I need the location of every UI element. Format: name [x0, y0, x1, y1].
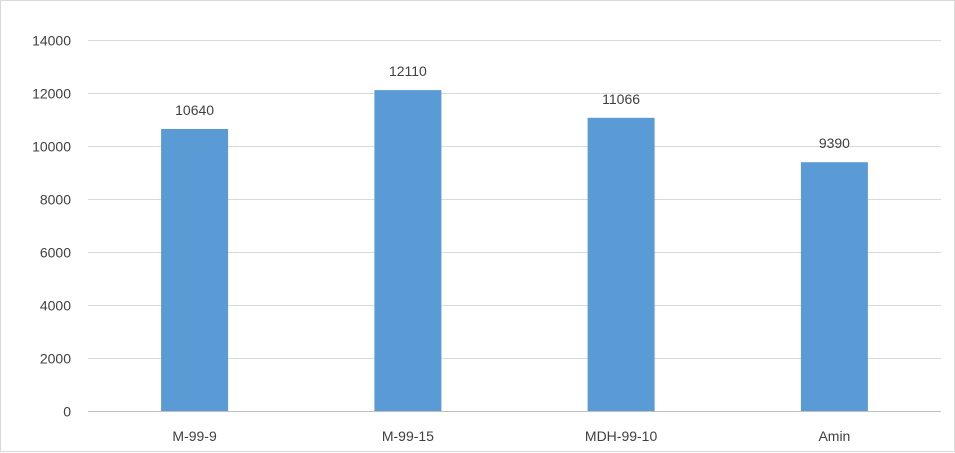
category-label: Amin — [818, 428, 850, 444]
gridlines — [88, 40, 941, 359]
y-tick-label: 2000 — [40, 351, 71, 367]
data-label: 12110 — [389, 63, 427, 79]
bar — [374, 90, 442, 411]
category-labels: M-99-9 M-99-15 MDH-99-10 Amin — [172, 428, 850, 444]
bar — [587, 117, 655, 412]
y-tick-labels: 0 2000 4000 6000 8000 10000 12000 14000 — [32, 33, 71, 420]
data-label: 11066 — [602, 91, 640, 107]
y-tick-label: 6000 — [40, 245, 71, 261]
bars — [161, 90, 868, 412]
y-tick-label: 10000 — [32, 139, 71, 155]
y-tick-label: 14000 — [32, 33, 71, 49]
y-tick-label: 0 — [63, 404, 71, 420]
y-tick-label: 8000 — [40, 192, 71, 208]
category-label: M-99-15 — [382, 428, 434, 444]
y-tick-label: 12000 — [32, 86, 71, 102]
data-labels: 10640 12110 11066 9390 — [175, 63, 850, 151]
bar — [161, 129, 229, 411]
bar — [800, 162, 868, 411]
category-label: M-99-9 — [172, 428, 217, 444]
data-label: 10640 — [175, 102, 214, 118]
category-label: MDH-99-10 — [585, 428, 658, 444]
y-tick-label: 4000 — [40, 298, 71, 314]
data-label: 9390 — [819, 135, 850, 151]
